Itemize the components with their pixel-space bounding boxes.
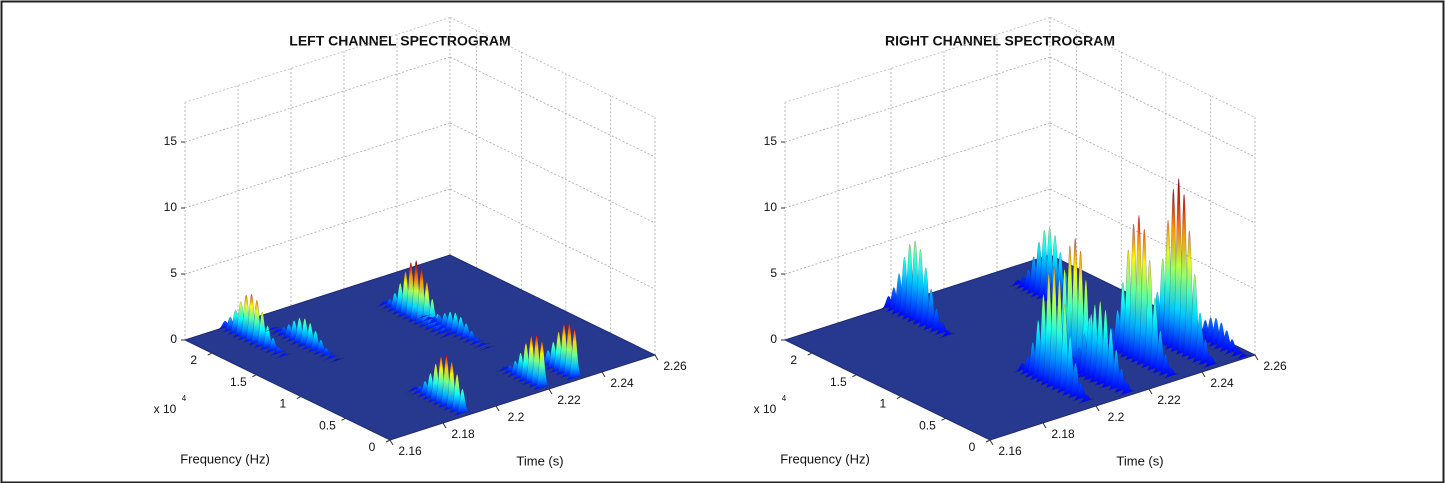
surface-slice [933, 321, 950, 336]
surface-peak [880, 240, 956, 339]
x-tick-label: 2.2 [1108, 410, 1125, 424]
y-tick [852, 374, 857, 378]
surface-slice [1234, 353, 1251, 361]
surface-slice [533, 341, 550, 391]
x-tick [389, 439, 394, 446]
x-axis-label: Time (s) [1116, 453, 1163, 468]
z-tick-label: 5 [770, 266, 777, 280]
surface-slice [454, 388, 471, 416]
surface-slice [264, 326, 281, 333]
surface-peak [376, 260, 457, 339]
chart-title: LEFT CHANNEL SPECTROGRAM [289, 33, 510, 49]
x-tick [548, 388, 553, 395]
surface-peak [415, 311, 496, 351]
y-exponent-base: x 10 [154, 402, 177, 416]
surface-slice [323, 353, 340, 361]
x-tick [1201, 371, 1206, 378]
surface-slice [566, 328, 583, 381]
surface-slice [939, 330, 956, 339]
y-tick-label: 0 [969, 440, 976, 454]
y-tick-label: 1 [880, 397, 887, 411]
y-tick [252, 374, 257, 378]
x-tick-label: 2.18 [1051, 427, 1075, 441]
surface-slice [1118, 382, 1135, 396]
z-tick-label: 15 [764, 134, 778, 148]
surface-slice [275, 352, 292, 359]
surface-peak [216, 293, 292, 359]
surface-slice [270, 346, 287, 357]
surface-slice [1229, 347, 1246, 358]
y-tick-label: 1.5 [830, 375, 847, 389]
surface-slice [1078, 394, 1095, 404]
x-tick-label: 2.16 [998, 444, 1022, 458]
y-tick-label: 0.5 [919, 418, 936, 432]
surface-peak [1175, 317, 1251, 361]
x-tick [989, 439, 994, 446]
x-tick-label: 2.24 [610, 376, 634, 390]
y-tick-label: 0 [369, 440, 376, 454]
y-exponent: 4 [782, 394, 787, 403]
surface-slice [1202, 355, 1219, 369]
x-tick [654, 354, 659, 361]
surface-floor [183, 254, 657, 441]
z-tick-label: 10 [164, 200, 178, 214]
y-exponent: 4 [182, 394, 187, 403]
surface-slice [1162, 367, 1179, 379]
x-axis-label: Time (s) [516, 453, 563, 468]
y-tick [807, 352, 812, 356]
surface-peak [1098, 214, 1179, 379]
surface-slice [468, 337, 485, 346]
z-tick-label: 15 [164, 134, 178, 148]
x-tick [1095, 405, 1100, 412]
y-tick-label: 2 [190, 353, 197, 367]
x-tick-label: 2.26 [1263, 359, 1287, 373]
x-tick-label: 2.18 [451, 427, 475, 441]
surface-peak [1138, 177, 1219, 369]
x-tick [1042, 422, 1047, 429]
z-tick-label: 10 [764, 200, 778, 214]
y-tick [941, 417, 946, 421]
x-tick-label: 2.26 [663, 359, 687, 373]
surface-slice [328, 357, 345, 364]
surface-slice [473, 342, 490, 349]
x-tick-label: 2.22 [557, 393, 581, 407]
x-tick-label: 2.2 [508, 410, 525, 424]
y-tick-label: 2 [790, 353, 797, 367]
y-axis-label: Frequency (Hz) [780, 451, 870, 466]
z-tick-label: 0 [170, 332, 177, 346]
surface-peak [496, 334, 550, 391]
surface-peak [1014, 266, 1095, 404]
x-tick [442, 422, 447, 429]
x-tick [601, 371, 606, 378]
surface-slice [440, 331, 457, 339]
surface-slice [479, 345, 496, 351]
surface-slice [318, 347, 335, 358]
y-tick [341, 417, 346, 421]
x-tick [1254, 354, 1259, 361]
y-tick [207, 352, 212, 356]
x-tick-label: 2.24 [1210, 376, 1234, 390]
y-tick-label: 1.5 [230, 375, 247, 389]
y-tick-label: 1 [280, 397, 287, 411]
x-tick-label: 2.16 [398, 444, 422, 458]
y-tick [385, 439, 391, 443]
y-exponent-base: x 10 [754, 402, 777, 416]
x-tick [1148, 388, 1153, 395]
chart-title: RIGHT CHANNEL SPECTROGRAM [885, 33, 1115, 49]
surface-slice [415, 314, 432, 320]
y-tick [985, 439, 991, 443]
x-tick [495, 405, 500, 412]
y-tick [896, 396, 902, 399]
z-tick-label: 0 [770, 332, 777, 346]
surface-peak [406, 354, 471, 416]
y-tick [296, 396, 302, 399]
y-tick-label: 0.5 [319, 418, 336, 432]
surface-peak [264, 317, 345, 364]
y-axis-label: Frequency (Hz) [180, 451, 270, 466]
z-tick-label: 5 [170, 266, 177, 280]
x-tick-label: 2.22 [1157, 393, 1181, 407]
